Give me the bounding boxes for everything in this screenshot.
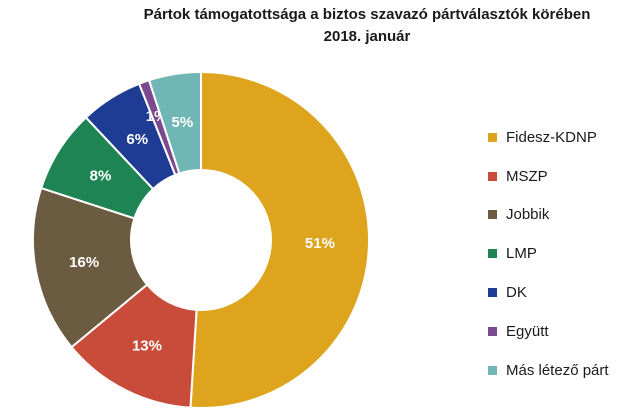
legend-item: LMP bbox=[488, 234, 609, 273]
legend-item: Fidesz-KDNP bbox=[488, 118, 609, 157]
legend-swatch bbox=[488, 365, 497, 375]
legend-item: DK bbox=[488, 273, 609, 312]
legend-label: Jobbik bbox=[506, 206, 550, 224]
slice-m-s-l-tez-p-rt bbox=[147, 70, 202, 175]
chart-title-block: Pártok támogatottsága a biztos szavazó p… bbox=[0, 4, 644, 48]
legend-label: Más létező párt bbox=[506, 361, 609, 379]
data-label-fidesz-kdnp: 51% bbox=[305, 235, 335, 252]
legend-swatch bbox=[488, 210, 497, 220]
legend-item: MSZP bbox=[488, 157, 609, 196]
legend-item: Együtt bbox=[488, 312, 609, 351]
legend-label: LMP bbox=[506, 245, 537, 263]
legend-swatch bbox=[488, 132, 497, 142]
legend-label: DK bbox=[506, 284, 527, 302]
legend-label: Együtt bbox=[506, 322, 549, 340]
chart-subtitle: 2018. január bbox=[323, 28, 411, 45]
legend-swatch bbox=[488, 249, 497, 259]
data-label-m-s-l-tez-p-rt: 5% bbox=[172, 114, 194, 131]
chart-title: Pártok támogatottsága a biztos szavazó p… bbox=[143, 6, 591, 23]
legend-item: Jobbik bbox=[488, 196, 609, 235]
legend-swatch bbox=[488, 288, 497, 298]
data-label-mszp: 13% bbox=[132, 338, 162, 355]
legend-label: MSZP bbox=[506, 167, 548, 185]
legend-swatch bbox=[488, 326, 497, 336]
legend-swatch bbox=[488, 171, 497, 181]
legend-label: Fidesz-KDNP bbox=[506, 128, 597, 146]
data-label-lmp: 8% bbox=[90, 168, 112, 185]
slice-fidesz-kdnp bbox=[189, 70, 370, 409]
chart-legend: Fidesz-KDNP MSZP Jobbik LMP DK Együtt Más léte… bbox=[488, 118, 609, 390]
slice-jobbik bbox=[32, 186, 149, 349]
data-label-jobbik: 16% bbox=[69, 254, 99, 271]
legend-item: Más létező párt bbox=[488, 351, 609, 390]
data-label-dk: 6% bbox=[126, 131, 148, 148]
